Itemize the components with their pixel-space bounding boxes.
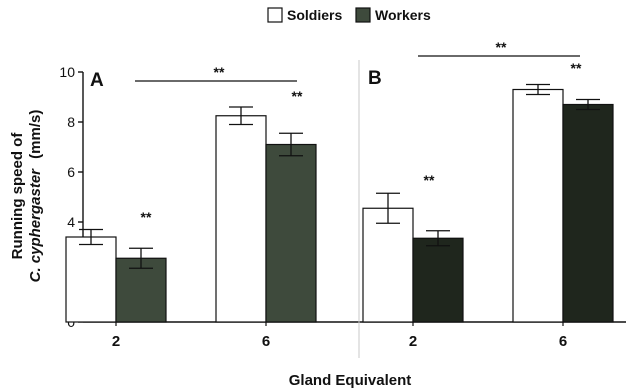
svg-text:Running speed of: Running speed of — [9, 132, 26, 260]
legend-swatch-workers — [355, 7, 371, 23]
significance-mark: ** — [571, 60, 582, 76]
significance-mark: ** — [214, 64, 225, 80]
y-axis-title-unit: (mm/s) — [27, 110, 44, 159]
bar-workers-b-2 — [412, 237, 464, 323]
legend: Soldiers Workers — [267, 7, 431, 23]
legend-swatch-soldiers — [267, 7, 283, 23]
y-tick-label: 10 — [59, 64, 75, 80]
significance-mark: ** — [424, 172, 435, 188]
significance-marks: ** ** ** ** ** ** — [135, 39, 582, 225]
svg-text:C. cyphergaster (mm/s): C. cyphergaster (mm/s) — [27, 110, 44, 283]
panel-label-b: B — [368, 68, 382, 89]
significance-mark: ** — [496, 39, 507, 55]
bar-soldiers-a-6 — [215, 115, 267, 323]
x-tick-label: 2 — [112, 333, 120, 350]
significance-mark: ** — [292, 88, 303, 104]
bars — [65, 83, 614, 323]
panel-label-a: A — [90, 70, 104, 91]
bar-soldiers-b-2 — [362, 207, 414, 323]
bar-soldiers-b-6 — [512, 88, 564, 323]
bar-workers-b-6 — [562, 103, 614, 323]
x-tick-label: 6 — [262, 333, 270, 350]
legend-label-soldiers: Soldiers — [287, 7, 342, 23]
bar-soldiers-a-2 — [65, 236, 117, 323]
bar-workers-a-6 — [265, 143, 317, 323]
y-tick-label: 8 — [67, 114, 75, 130]
y-axis-title: Running speed of C. cyphergaster (mm/s) — [9, 110, 44, 283]
x-ticks: 2 6 2 6 — [112, 322, 567, 350]
x-axis-title: Gland Equivalent — [289, 372, 412, 389]
y-axis-title-species: C. cyphergaster — [27, 168, 44, 283]
y-tick-label: 4 — [67, 214, 75, 230]
x-tick-label: 6 — [559, 333, 567, 350]
y-tick-label: 6 — [67, 164, 75, 180]
legend-label-workers: Workers — [375, 7, 431, 23]
x-tick-label: 2 — [409, 333, 417, 350]
significance-mark: ** — [141, 209, 152, 225]
y-axis-title-line1: Running speed of — [9, 132, 26, 260]
